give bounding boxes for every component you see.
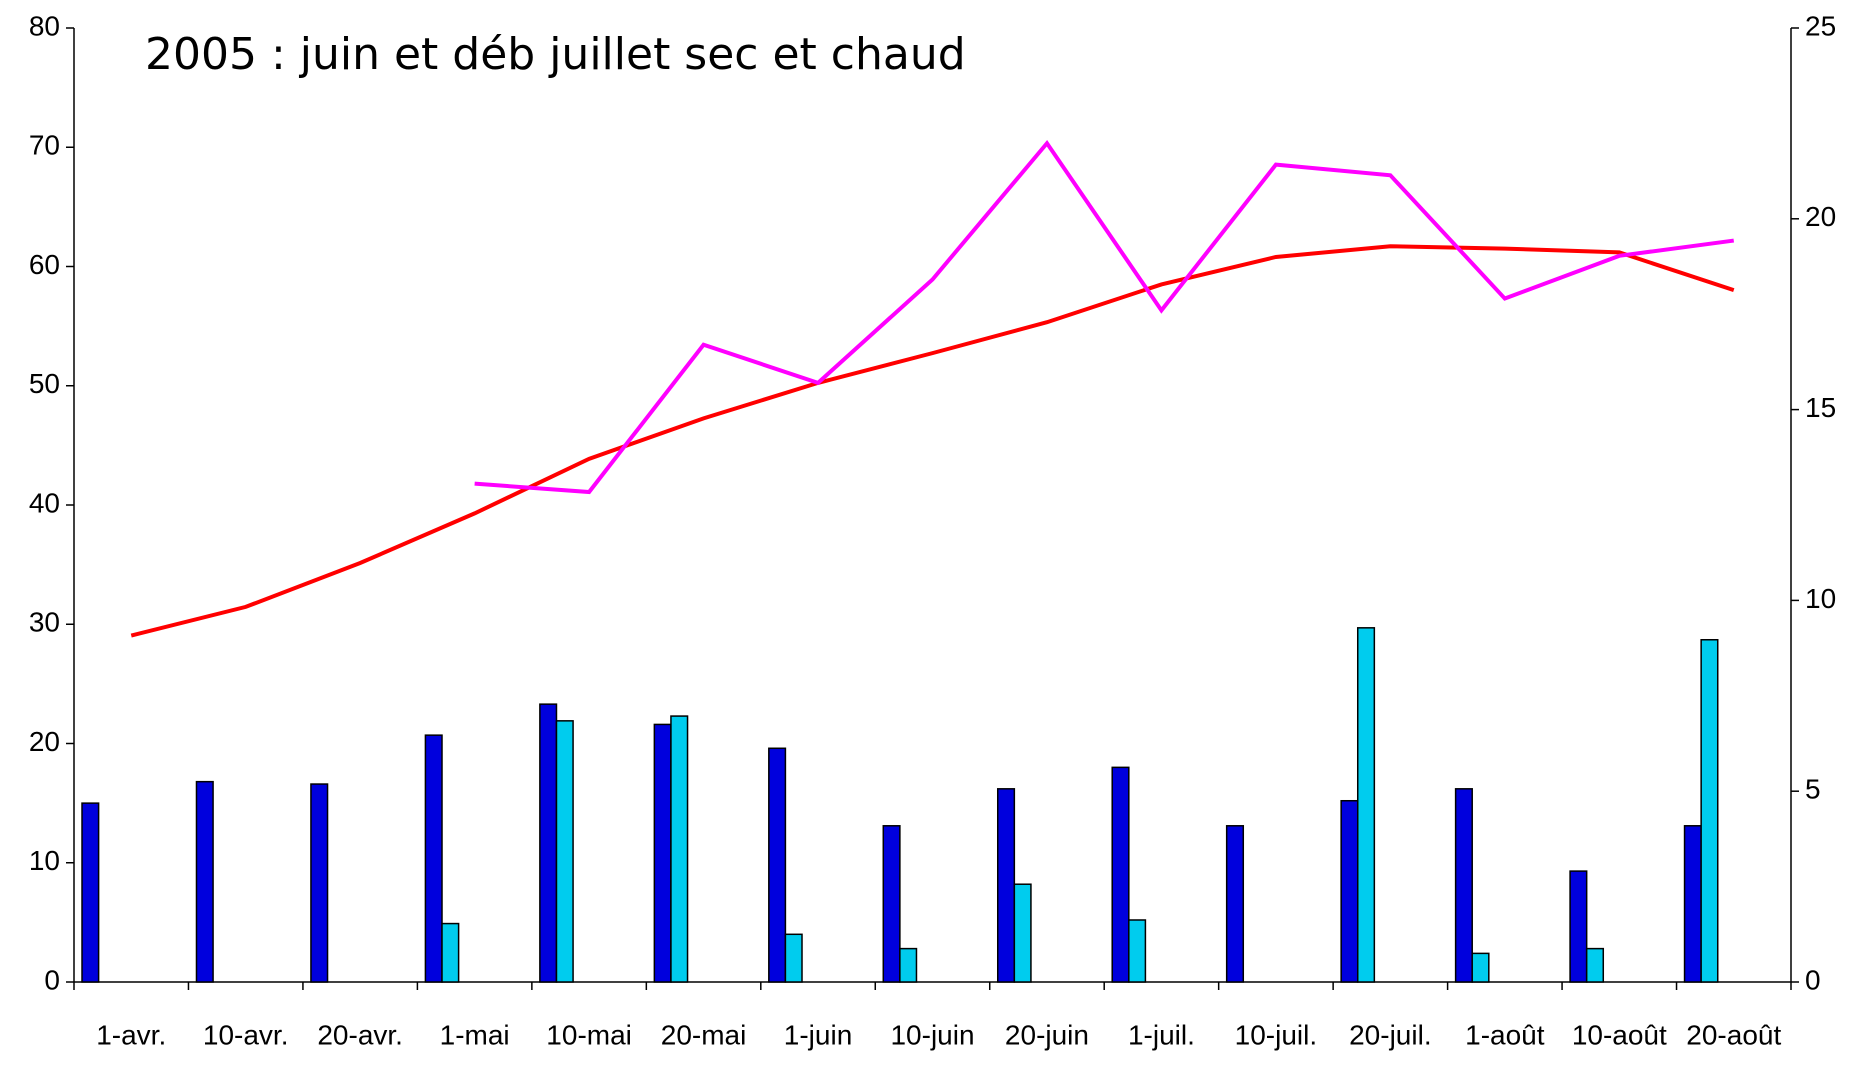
bar [1128, 919, 1147, 983]
bar [195, 780, 214, 983]
bar [555, 720, 574, 983]
line [474, 139, 1735, 495]
y2-tick-label: 10 [1805, 583, 1836, 614]
bar [1225, 825, 1245, 983]
y-tick-label: 20 [29, 726, 60, 757]
bar [1569, 870, 1588, 983]
x-tick-label: 10-mai [546, 1019, 632, 1050]
y-tick-label: 70 [29, 130, 60, 161]
bar [996, 788, 1016, 983]
x-tick-label: 1-juin [784, 1019, 852, 1050]
x-tick-label: 10-avr. [203, 1019, 289, 1050]
y-tick-label: 80 [29, 10, 60, 41]
x-tick-label: 1-mai [440, 1019, 510, 1050]
x-tick-label: 20-juil. [1349, 1019, 1431, 1050]
bar [1340, 799, 1359, 983]
line [130, 244, 1735, 638]
bar [81, 802, 100, 983]
bar [768, 747, 787, 983]
bar [1111, 766, 1130, 983]
bar [424, 734, 443, 983]
y-tick-label: 40 [29, 487, 60, 518]
bar [1471, 952, 1490, 983]
bar [1454, 788, 1473, 983]
x-tick-label: 10-août [1572, 1019, 1667, 1050]
y-tick-label: 30 [29, 607, 60, 638]
x-tick-label: 10-juil. [1235, 1019, 1317, 1050]
y2-tick-label: 20 [1805, 201, 1836, 232]
bar [1683, 825, 1702, 983]
x-tick-label: 20-avr. [317, 1019, 403, 1050]
y2-tick-label: 25 [1805, 10, 1836, 41]
bar [882, 825, 901, 983]
y-tick-label: 50 [29, 368, 60, 399]
bar [670, 715, 689, 983]
x-tick-label: 20-août [1686, 1019, 1781, 1050]
y2-tick-label: 5 [1805, 774, 1821, 805]
y-tick-label: 10 [29, 845, 60, 876]
bar [1585, 947, 1605, 983]
y2-tick-label: 15 [1805, 392, 1836, 423]
bar [1013, 883, 1032, 983]
bar [899, 947, 918, 983]
bar [441, 922, 460, 983]
x-tick-label: 10-juin [890, 1019, 974, 1050]
bar [653, 723, 672, 983]
bar [1700, 639, 1719, 983]
y2-tick-label: 0 [1805, 964, 1821, 995]
bar [1356, 627, 1376, 983]
x-tick-label: 1-juil. [1128, 1019, 1195, 1050]
y-tick-label: 60 [29, 249, 60, 280]
bar [784, 933, 803, 983]
x-tick-label: 1-avr. [96, 1019, 166, 1050]
bar [310, 783, 329, 983]
bar [539, 703, 558, 983]
x-tick-label: 20-juin [1005, 1019, 1089, 1050]
y-tick-label: 0 [44, 964, 60, 995]
x-tick-label: 1-août [1465, 1019, 1545, 1050]
x-tick-label: 20-mai [661, 1019, 747, 1050]
chart-title: 2005 : juin et déb juillet sec et chaud [145, 29, 966, 80]
